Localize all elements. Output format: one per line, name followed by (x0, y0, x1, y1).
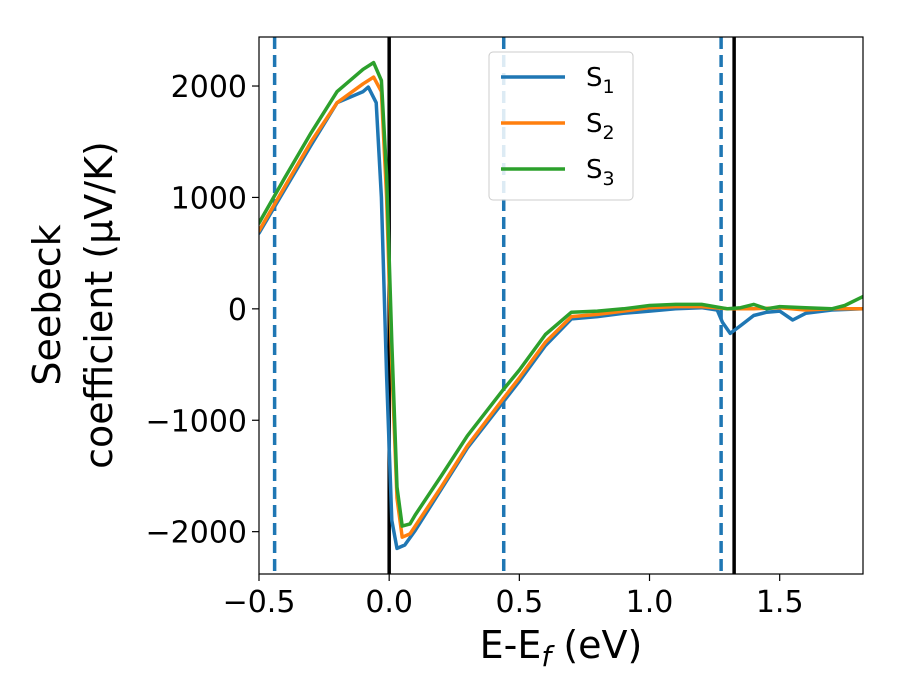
x-tick-label: 1.5 (756, 585, 804, 620)
y-tick-label: −1000 (146, 404, 247, 439)
series-line-s1 (259, 85, 863, 551)
y-axis-label: Seebeck coefficient (μV/K) (25, 141, 121, 469)
x-tick-label: 0.0 (365, 585, 413, 620)
x-tick-label: 1.0 (626, 585, 674, 620)
legend-box (488, 51, 634, 201)
y-axis-label-line-1: Seebeck (25, 224, 69, 385)
series-lines (259, 60, 863, 551)
legend: S1 S2 S3 (488, 51, 634, 201)
x-axis-label: E-Ef (eV) (480, 623, 643, 673)
y-tick-label: 2000 (171, 70, 247, 105)
y-axis-ticks: 2000 1000 0 −1000 −2000 (146, 70, 259, 551)
series-line-s3 (259, 60, 863, 528)
y-axis-label-line-2: coefficient (μV/K) (77, 141, 121, 469)
y-tick-label: 0 (228, 293, 247, 328)
x-axis-ticks: −0.5 0.0 0.5 1.0 1.5 (223, 574, 804, 620)
y-tick-label: 1000 (171, 181, 247, 216)
x-tick-label: −0.5 (223, 585, 296, 620)
y-tick-label: −2000 (146, 516, 247, 551)
plot-frame (258, 36, 864, 575)
legend-label-s1: S1 (586, 63, 615, 98)
x-tick-label: 0.5 (495, 585, 543, 620)
legend-label-s3: S3 (586, 155, 615, 190)
legend-label-s2: S2 (586, 109, 615, 144)
